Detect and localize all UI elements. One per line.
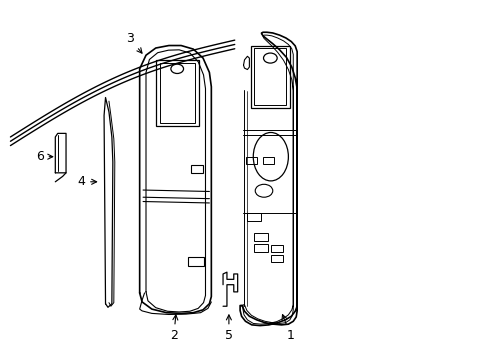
- Text: 6: 6: [36, 150, 53, 163]
- Bar: [271, 255, 283, 262]
- Text: 4: 4: [77, 175, 97, 188]
- Bar: [254, 244, 267, 252]
- Bar: [250, 45, 289, 108]
- Bar: [263, 157, 273, 164]
- Bar: [188, 257, 203, 266]
- Text: 2: 2: [169, 315, 178, 342]
- Bar: [246, 213, 260, 221]
- Bar: [254, 233, 267, 241]
- Bar: [245, 157, 256, 164]
- Bar: [159, 63, 194, 123]
- Text: 3: 3: [126, 32, 142, 53]
- Bar: [254, 48, 286, 105]
- Bar: [156, 60, 198, 126]
- Text: 5: 5: [224, 315, 232, 342]
- Bar: [190, 165, 203, 173]
- Bar: [271, 244, 283, 252]
- Text: 1: 1: [282, 315, 294, 342]
